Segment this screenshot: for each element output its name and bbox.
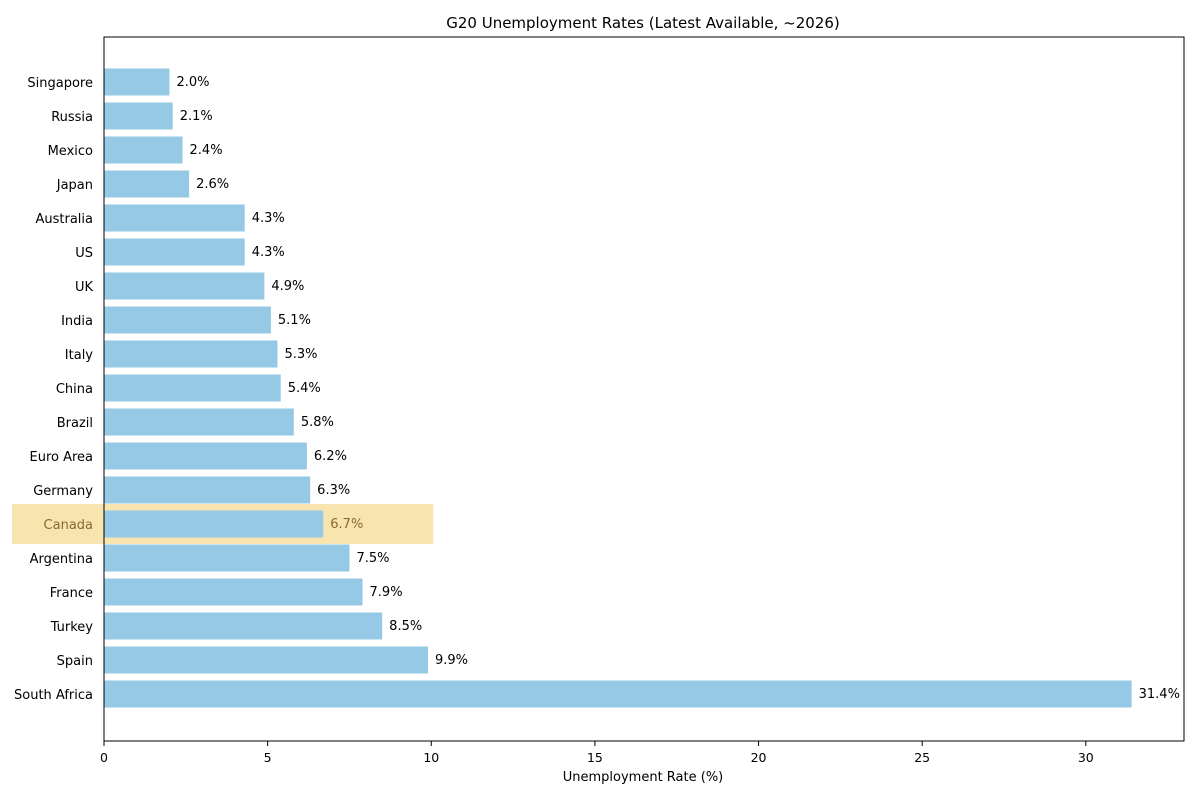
value-label: 6.7% — [330, 517, 363, 532]
value-label: 5.8% — [301, 415, 334, 430]
category-label: Turkey — [50, 620, 94, 635]
category-label: Japan — [56, 178, 93, 193]
category-label: Brazil — [57, 416, 93, 431]
category-label: Italy — [65, 348, 94, 363]
value-label: 5.1% — [278, 313, 311, 328]
value-label: 2.0% — [176, 75, 209, 90]
x-axis-label: Unemployment Rate (%) — [563, 770, 724, 785]
bar-germany — [104, 476, 311, 504]
bar-south-africa — [104, 680, 1132, 708]
value-label: 6.2% — [314, 449, 347, 464]
bar-turkey — [104, 612, 383, 640]
bar-australia — [104, 204, 245, 232]
category-label: Australia — [35, 212, 93, 227]
bar-mexico — [104, 136, 183, 164]
x-tick-label: 30 — [1078, 750, 1094, 765]
category-label: Russia — [51, 110, 93, 125]
bar-france — [104, 578, 363, 606]
category-label: China — [56, 382, 93, 397]
x-tick-label: 0 — [100, 750, 108, 765]
category-label: Germany — [33, 484, 93, 499]
bar-argentina — [104, 544, 350, 572]
category-label: Mexico — [48, 144, 93, 159]
bar-brazil — [104, 408, 294, 436]
x-tick-label: 5 — [264, 750, 272, 765]
bar-russia — [104, 102, 173, 130]
bar-italy — [104, 340, 278, 368]
bar-singapore — [104, 68, 170, 96]
bar-euro-area — [104, 442, 307, 470]
value-label: 4.9% — [271, 279, 304, 294]
bar-canada — [104, 510, 324, 538]
value-label: 5.4% — [288, 381, 321, 396]
value-label: 7.9% — [370, 585, 403, 600]
value-label: 31.4% — [1139, 687, 1180, 702]
chart-title: G20 Unemployment Rates (Latest Available… — [446, 14, 840, 32]
x-tick-label: 15 — [587, 750, 603, 765]
x-tick-label: 10 — [423, 750, 439, 765]
category-label: Spain — [57, 654, 93, 669]
plot-area-frame — [103, 36, 1185, 742]
value-label: 7.5% — [356, 551, 389, 566]
category-label: South Africa — [14, 688, 93, 703]
bar-spain — [104, 646, 428, 674]
category-label: France — [50, 586, 93, 601]
category-label: India — [61, 314, 93, 329]
value-label: 2.6% — [196, 177, 229, 192]
value-label: 2.4% — [190, 143, 223, 158]
value-label: 5.3% — [284, 347, 317, 362]
bar-japan — [104, 170, 190, 198]
bar-india — [104, 306, 271, 334]
category-label: Argentina — [30, 552, 93, 567]
value-label: 4.3% — [252, 245, 285, 260]
value-label: 4.3% — [252, 211, 285, 226]
category-label: US — [75, 246, 93, 261]
category-label: Canada — [44, 518, 93, 533]
bar-china — [104, 374, 281, 402]
value-label: 2.1% — [180, 109, 213, 124]
value-label: 9.9% — [435, 653, 468, 668]
category-label: Euro Area — [29, 450, 93, 465]
x-tick-label: 25 — [914, 750, 930, 765]
x-tick-label: 20 — [751, 750, 767, 765]
bar-us — [104, 238, 245, 266]
category-label: Singapore — [27, 76, 93, 91]
value-label: 6.3% — [317, 483, 350, 498]
category-label: UK — [75, 280, 94, 295]
value-label: 8.5% — [389, 619, 422, 634]
bar-uk — [104, 272, 265, 300]
